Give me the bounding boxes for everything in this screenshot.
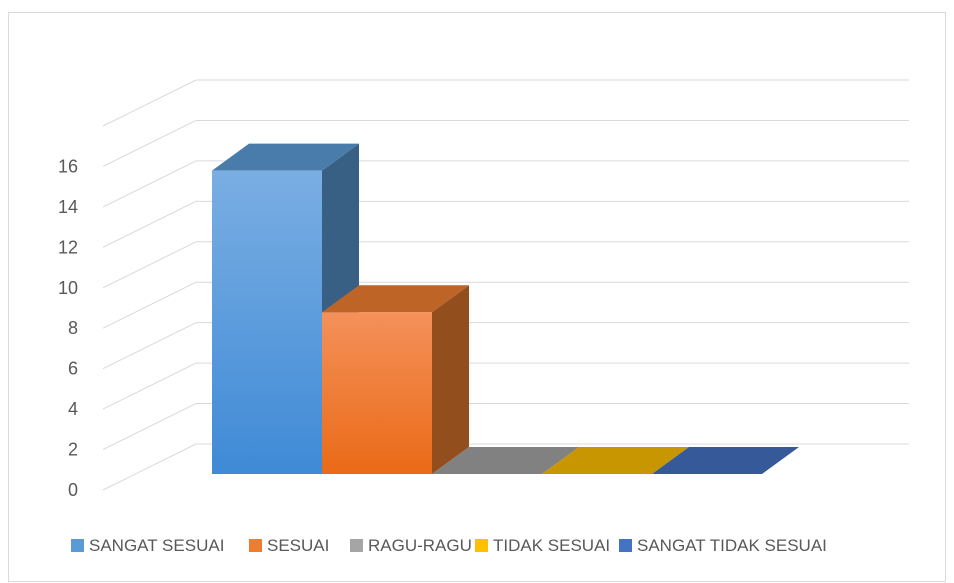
y-tick-label: 2 xyxy=(68,440,78,460)
y-tick-label: 4 xyxy=(68,399,78,419)
legend-label: TIDAK SESUAI xyxy=(493,536,610,555)
y-tick-label: 6 xyxy=(68,359,78,379)
bar xyxy=(652,447,799,474)
legend-item: SANGAT TIDAK SESUAI xyxy=(619,536,827,555)
y-tick-label: 12 xyxy=(58,237,78,257)
y-axis-ticks: 0 2 4 6 8 10 12 14 16 xyxy=(58,156,78,500)
bar xyxy=(542,447,689,474)
legend-label: SANGAT SESUAI xyxy=(89,536,224,555)
y-tick-label: 8 xyxy=(68,318,78,338)
chart-frame xyxy=(8,12,946,582)
legend-item: RAGU-RAGU xyxy=(350,536,472,555)
gridline xyxy=(102,79,909,127)
legend-item: SESUAI xyxy=(249,536,329,555)
legend-label: SESUAI xyxy=(267,536,329,555)
legend-label: RAGU-RAGU xyxy=(368,536,472,555)
legend-swatch xyxy=(475,539,488,552)
legend-item: TIDAK SESUAI xyxy=(475,536,610,555)
legend-item: SANGAT SESUAI xyxy=(71,536,224,555)
y-tick-label: 16 xyxy=(58,156,78,176)
bar xyxy=(432,447,579,474)
y-tick-label: 10 xyxy=(58,278,78,298)
bar xyxy=(322,285,469,474)
legend-swatch xyxy=(71,539,84,552)
legend-label: SANGAT TIDAK SESUAI xyxy=(637,536,827,555)
bars xyxy=(212,143,799,474)
gridline xyxy=(102,119,909,167)
legend-swatch xyxy=(619,539,632,552)
legend-swatch xyxy=(249,539,262,552)
y-tick-label: 14 xyxy=(58,197,78,217)
legend: SANGAT SESUAI SESUAI RAGU-RAGU TIDAK SESUAI… xyxy=(71,536,827,555)
legend-swatch xyxy=(350,539,363,552)
y-tick-label: 0 xyxy=(68,480,78,500)
